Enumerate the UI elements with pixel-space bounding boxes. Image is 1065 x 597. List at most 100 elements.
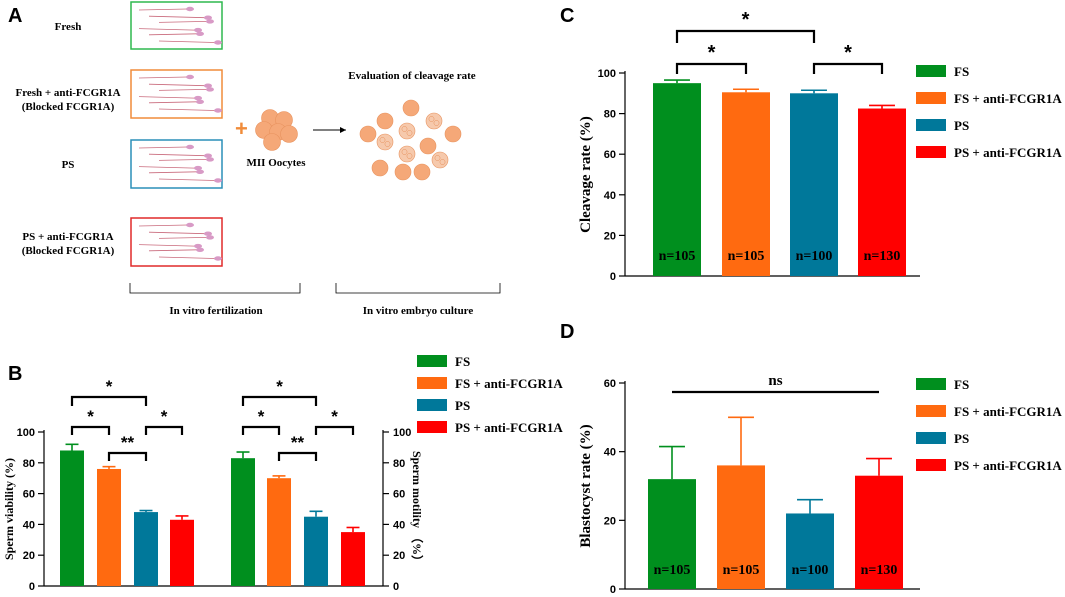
legend-swatch [916, 92, 946, 104]
sig-bracket-label: * [106, 377, 113, 396]
n-label: n=130 [861, 563, 898, 578]
bar-ps [790, 93, 838, 276]
legend-entry: PS [954, 118, 969, 133]
sperm-tail [138, 244, 196, 247]
embryo [359, 125, 377, 143]
sperm-head [196, 99, 204, 105]
embryo [444, 125, 462, 143]
sperm-head [214, 108, 222, 113]
sperm-head [194, 243, 202, 249]
sperm-tail [158, 256, 216, 259]
legend-entry: PS [954, 431, 969, 446]
embryo [394, 163, 412, 181]
y-axis-d-tick-label: 0 [610, 584, 616, 596]
bar-fs---anti-fcgr-a [97, 468, 121, 586]
embryo-cell [439, 159, 446, 165]
bracket-label-culture: In vitro embryo culture [363, 305, 474, 317]
embryo [371, 159, 389, 177]
arrow-head [340, 127, 346, 133]
y-axis-c-tick-label: 40 [604, 190, 616, 202]
oocyte-label: MII Oocytes [247, 157, 307, 169]
sperm-head [186, 6, 194, 12]
sperm-head [194, 27, 202, 33]
sperm-head [204, 15, 212, 20]
sperm-tail [148, 33, 198, 36]
sperm-tail [148, 171, 198, 174]
legend-entry: PS + anti-FCGR1A [954, 458, 1062, 473]
group-label-fresh: Fresh [55, 21, 82, 33]
oocyte [263, 133, 281, 151]
sperm-tail [148, 101, 198, 104]
ns-label: ns [768, 373, 782, 389]
evaluation-label: Evaluation of cleavage rate [348, 70, 476, 82]
y-axis-c-tick-label: 80 [604, 109, 616, 121]
ylabel-blastocyst: Blastocyst rate (%) [578, 424, 594, 547]
sperm-tail [138, 28, 196, 31]
legend-swatch [916, 65, 946, 77]
bar-fs [653, 83, 701, 277]
embryo-cell [401, 126, 408, 132]
sperm-tail [138, 96, 196, 99]
y-axis-viability-tick-label: 20 [23, 550, 35, 562]
legend-entry: FS + anti-FCGR1A [954, 91, 1062, 106]
group-sublabel-ps-anti: (Blocked FCGR1A) [22, 245, 115, 257]
sig-bracket-label: * [161, 407, 168, 426]
sperm-tail [158, 178, 216, 181]
legend-swatch [916, 459, 946, 471]
plus-sign: + [235, 116, 248, 141]
sig-bracket [70, 395, 148, 406]
legend-swatch [417, 377, 447, 389]
sperm-head [206, 19, 214, 24]
n-label: n=105 [723, 563, 760, 578]
legend-entry: PS + anti-FCGR1A [954, 145, 1062, 160]
legend-swatch [417, 421, 447, 433]
group-label-ps-anti: PS + anti-FCGR1A [22, 231, 113, 243]
group-label-fresh-anti: Fresh + anti-FCGR1A [15, 87, 120, 99]
legend-entry: PS [455, 398, 470, 413]
y-axis-d-tick-label: 60 [604, 378, 616, 390]
embryo [413, 163, 431, 181]
sperm-head [204, 83, 212, 88]
sperm-head [214, 40, 222, 45]
sperm-tail [138, 166, 196, 169]
n-label: n=100 [792, 563, 829, 578]
bar-ps---anti-fcgr-a [855, 475, 903, 589]
panel-label-b: B [8, 363, 22, 385]
oocyte [280, 125, 298, 143]
sperm-head [204, 231, 212, 236]
embryo-cell [384, 141, 391, 147]
sperm-head [196, 247, 204, 252]
legend-swatch [417, 355, 447, 367]
legend-swatch [916, 146, 946, 158]
sperm-head [206, 235, 214, 240]
y-axis-c-tick-label: 60 [604, 149, 616, 161]
y-axis-motility-tick-label: 40 [393, 519, 405, 531]
sig-bracket-label: ** [291, 433, 305, 452]
legend-swatch [417, 399, 447, 411]
y-axis-viability-tick-label: 80 [23, 458, 35, 470]
sperm-head [214, 256, 222, 261]
ylabel-motility: Sperm motility （%） [410, 451, 425, 567]
legend-entry: FS [954, 377, 969, 392]
embryo [376, 112, 394, 130]
y-axis-d-tick-label: 40 [604, 447, 616, 459]
sperm-tail [138, 8, 188, 11]
panel-label-d: D [560, 321, 574, 343]
embryo [425, 112, 443, 130]
embryo [376, 133, 394, 151]
bar-ps [786, 513, 834, 589]
sig-bracket-label: * [258, 407, 265, 426]
sig-bracket-label: * [331, 407, 338, 426]
legend-swatch [916, 432, 946, 444]
y-axis-motility-tick-label: 60 [393, 489, 405, 501]
sig-bracket-label: * [708, 42, 716, 64]
n-label: n=100 [796, 249, 833, 264]
ylabel-viability: Sperm viability (%) [2, 458, 16, 560]
sperm-head [206, 87, 214, 92]
bracket-culture [335, 283, 501, 294]
group-label-ps: PS [62, 159, 75, 171]
y-axis-motility-tick-label: 100 [393, 427, 411, 439]
embryo-cell [406, 153, 413, 159]
panel-label-c: C [560, 5, 574, 27]
